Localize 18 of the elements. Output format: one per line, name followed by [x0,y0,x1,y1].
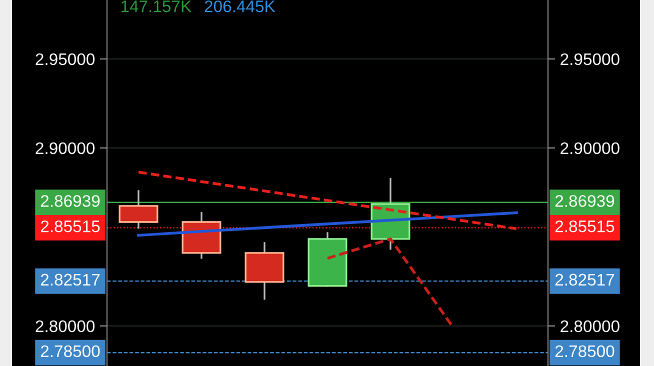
text: 2.82517 [555,274,614,286]
ref-line-label: 2.82517 [40,274,100,286]
line-series [137,211,518,237]
y2-tick-label: 2.90000 [560,142,620,154]
ref-line-label: 2.78500 [40,345,100,358]
text: 2.85515 [555,220,614,232]
annotation: 206.445K [204,0,276,12]
text: 2.86939 [555,195,614,207]
y2-tick-label: 2.95000 [560,53,620,66]
y-tick-label: 2.95000 [36,53,95,66]
ref-line-label: 2.86939 [40,195,100,207]
y2-tick-label: 2.80000 [560,320,620,332]
annotation: 147.157K [122,0,192,12]
text: 2.78500 [555,345,614,358]
ref-line-label: 2.85515 [40,220,100,232]
y-tick-label: 2.80000 [36,320,95,332]
line-series [137,170,518,230]
y-tick-label: 2.90000 [36,142,95,154]
